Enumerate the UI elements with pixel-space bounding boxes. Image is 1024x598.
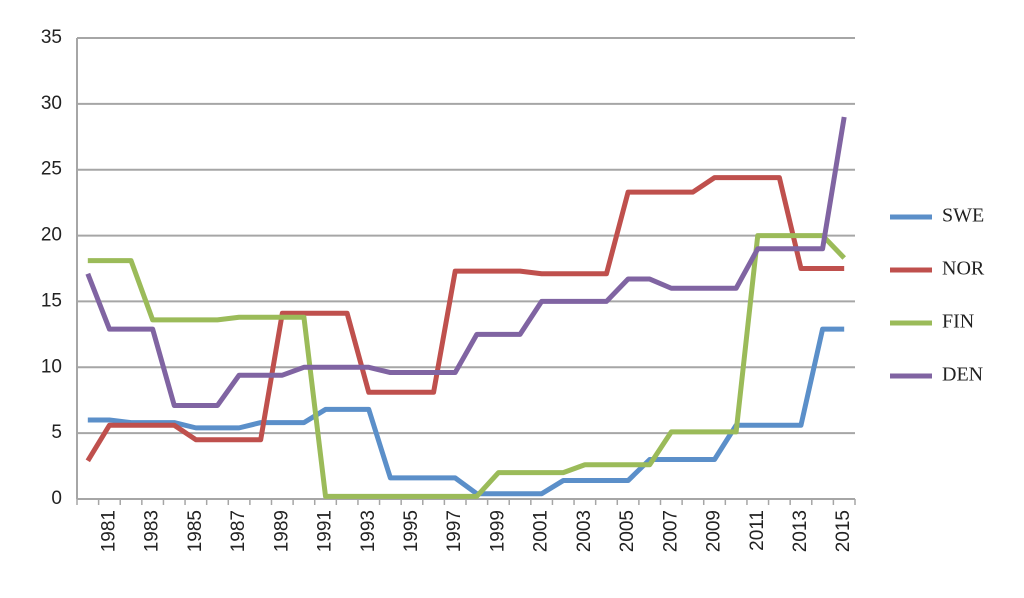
y-tick-label: 20 [41,225,62,246]
y-tick-label: 15 [41,290,62,311]
x-tick-label: 1995 [401,510,422,552]
y-tick-label: 0 [51,488,62,509]
x-tick-label: 1985 [185,510,206,552]
y-tick-label: 35 [41,27,62,48]
series-line [85,175,845,463]
legend-label: SWE [942,205,984,227]
x-tick-label: 2003 [574,510,595,552]
series-line [87,233,846,499]
legend-label: NOR [942,258,985,280]
series-line [87,326,845,497]
x-tick-label: 1993 [358,510,379,552]
x-tick-label: 2001 [531,510,552,552]
x-tick-label: 1983 [142,510,163,552]
y-tick-label: 10 [41,356,62,377]
y-tick-label: 25 [41,159,62,180]
x-tick-label: 1989 [271,510,292,552]
x-tick-label: 1981 [98,510,119,552]
legend-label: DEN [942,364,983,386]
x-tick-label: 2005 [617,510,638,552]
x-tick-label: 2013 [790,510,811,552]
x-tick-label: 1991 [315,510,336,552]
x-tick-label: 2009 [704,510,725,552]
x-tick-label: 2007 [660,510,681,552]
series-line [85,116,847,408]
x-tick-label: 1987 [228,510,249,552]
x-tick-label: 2015 [833,510,854,552]
x-tick-label: 1999 [487,510,508,552]
y-tick-label: 5 [51,422,62,443]
x-tick-label: 1997 [444,510,465,552]
x-tick-label: 2011 [747,510,768,551]
legend-label: FIN [942,311,974,333]
y-tick-label: 30 [41,93,62,114]
